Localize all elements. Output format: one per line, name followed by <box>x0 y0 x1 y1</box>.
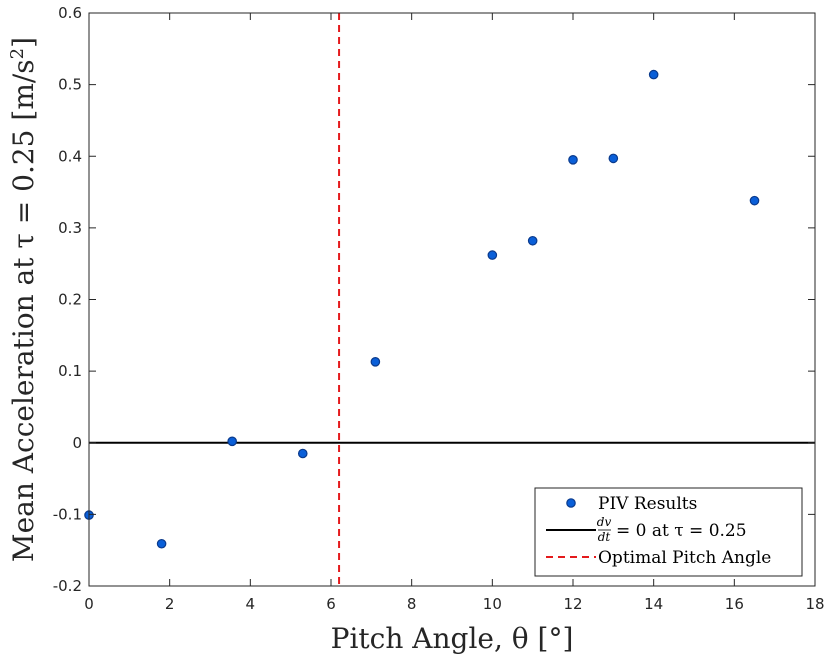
x-tick-label: 6 <box>326 595 336 613</box>
x-tick-label: 2 <box>165 595 175 613</box>
x-tick-label: 4 <box>246 595 256 613</box>
legend-frac-numerator: dv <box>597 515 612 529</box>
y-tick-label: 0.6 <box>58 4 82 22</box>
x-tick-label: 10 <box>483 595 502 613</box>
data-point <box>156 538 167 549</box>
legend: PIV Results dv dt = 0 at τ = 0.25 Optima… <box>534 487 803 577</box>
x-tick-label: 16 <box>725 595 744 613</box>
x-tick-label: 12 <box>563 595 582 613</box>
data-point <box>568 155 578 165</box>
y-tick-label: 0.5 <box>58 76 82 94</box>
data-point <box>648 69 659 80</box>
y-axis-title-exponent: 2 <box>7 48 28 59</box>
x-tick-label: 8 <box>407 595 417 613</box>
y-tick-label: 0.1 <box>58 362 82 380</box>
y-tick-label: -0.1 <box>53 505 82 523</box>
legend-marker-piv <box>566 498 576 508</box>
data-point <box>487 250 498 260</box>
data-point <box>608 153 619 164</box>
data-point <box>527 235 538 246</box>
y-axis-title: Mean Acceleration at τ = 0.25 [m/s2] <box>7 37 40 562</box>
legend-label-piv: PIV Results <box>598 494 697 514</box>
y-tick-label: 0.4 <box>58 147 82 165</box>
x-tick-label: 14 <box>644 595 663 613</box>
x-tick-label: 18 <box>805 595 824 613</box>
legend-box <box>534 487 803 577</box>
y-tick-label: 0.3 <box>58 219 82 237</box>
legend-frac-denominator: dt <box>598 530 611 544</box>
y-tick-label: 0 <box>72 434 82 452</box>
x-axis-title: Pitch Angle, θ [°] <box>331 622 574 655</box>
y-axis-title-main: Mean Acceleration at τ = 0.25 [m/s <box>7 59 40 562</box>
y-axis-title-suffix: ] <box>7 37 40 48</box>
data-point <box>297 448 308 459</box>
data-point <box>749 195 760 206</box>
data-point <box>227 436 237 447</box>
legend-label-zero: = 0 at τ = 0.25 <box>616 521 747 541</box>
y-tick-label: 0.2 <box>58 291 82 309</box>
data-point <box>370 357 381 367</box>
y-tick-label: -0.2 <box>53 577 82 595</box>
legend-label-optimal: Optimal Pitch Angle <box>598 548 771 568</box>
x-tick-label: 0 <box>84 595 94 613</box>
